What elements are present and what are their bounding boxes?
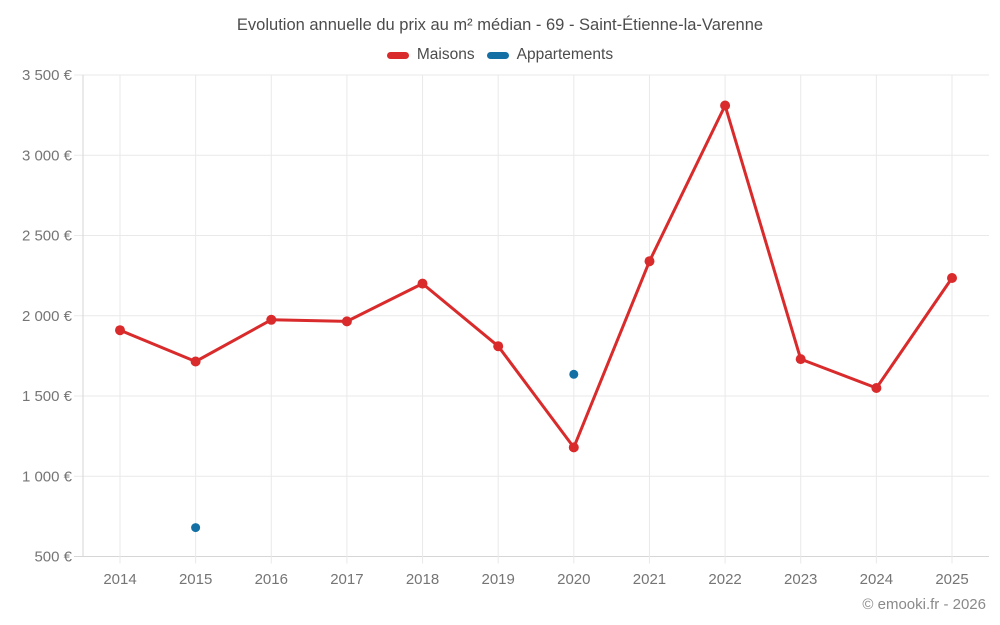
maisons-line [118,104,954,449]
x-tick-label: 2017 [330,571,363,588]
y-tick-label: 3 500 € [22,67,73,84]
x-tick-label: 2024 [860,571,893,588]
appartements-series-swatch-icon [486,51,509,59]
x-tick-label: 2023 [784,571,817,588]
data-point-maisons-2023[interactable] [795,354,806,365]
data-point-maisons-2015[interactable] [190,356,201,367]
x-tick-label: 2015 [179,571,212,588]
y-tick-label: 1 500 € [22,388,73,405]
data-point-maisons-2017[interactable] [341,316,352,327]
y-tick-label: 1 000 € [22,468,73,485]
data-point-maisons-2016[interactable] [266,314,277,325]
data-point-maisons-2018[interactable] [417,278,428,289]
chart-title: Evolution annuelle du prix au m² médian … [236,16,764,34]
y-tick-label: 3 000 € [22,147,73,164]
legend: Maisons Appartements [0,46,1000,64]
data-point-maisons-2019[interactable] [493,341,504,352]
legend-label-maisons: Maisons [416,46,475,63]
maisons-series-swatch-icon [386,51,409,59]
legend-label-appartements: Appartements [516,46,614,63]
x-tick-label: 2018 [406,571,439,588]
x-tick-label: 2016 [255,571,288,588]
data-point-maisons-2022[interactable] [720,100,731,111]
watermark-credit: © emooki.fr - 2026 [862,596,986,613]
data-point-maisons-2024[interactable] [871,383,882,393]
legend-item-appartements[interactable]: Appartements [486,46,614,64]
x-tick-label: 2019 [481,571,514,588]
data-point-maisons-2020[interactable] [568,442,579,453]
x-tick-label: 2021 [633,571,666,588]
x-tick-label: 2025 [935,571,968,588]
legend-item-maisons[interactable]: Maisons [386,46,475,64]
data-point-appartements-2020[interactable] [569,369,579,379]
x-tick-label: 2020 [557,571,590,588]
y-tick-label: 500 € [34,549,72,566]
x-tick-label: 2014 [103,571,136,588]
x-tick-label: 2022 [708,571,741,588]
data-point-appartements-2015[interactable] [191,523,201,533]
data-point-maisons-2025[interactable] [947,273,957,283]
y-tick-label: 2 000 € [22,308,73,325]
data-point-maisons-2014[interactable] [115,325,125,336]
data-point-maisons-2021[interactable] [644,256,655,267]
y-tick-label: 2 500 € [22,228,73,245]
